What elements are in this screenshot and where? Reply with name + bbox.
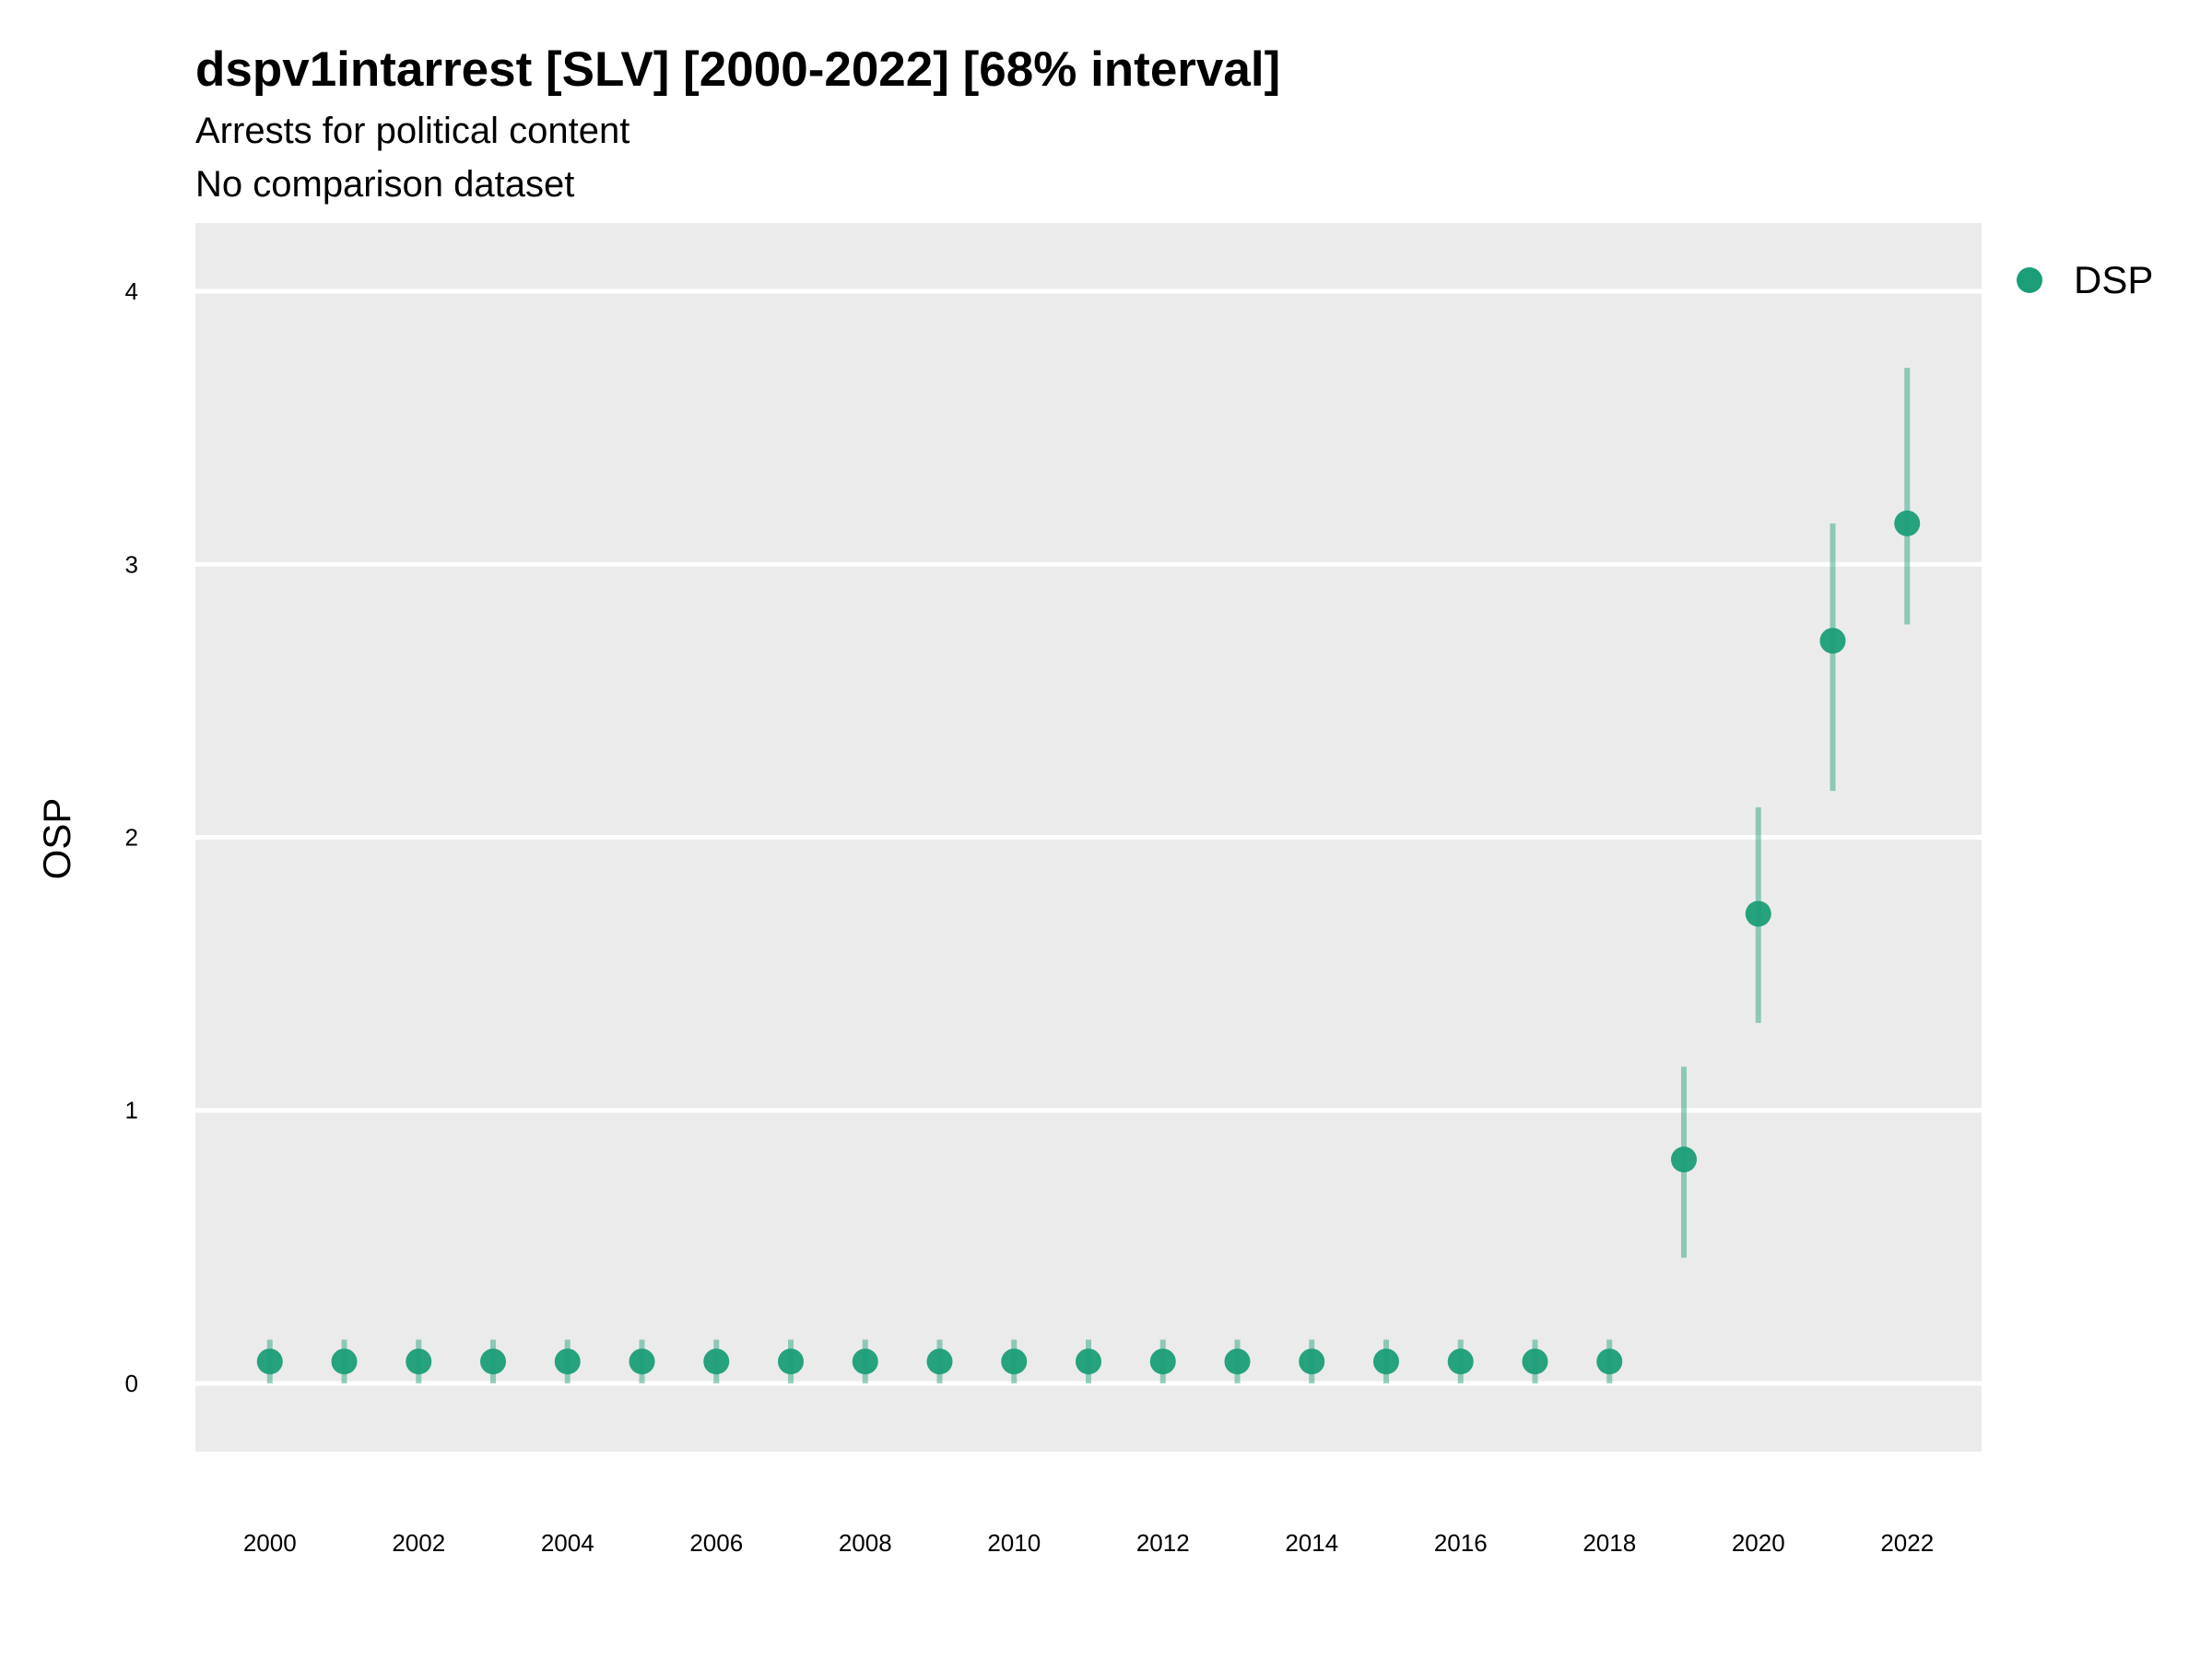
data-point [1299, 1348, 1325, 1375]
data-point [703, 1348, 730, 1375]
data-point [1819, 628, 1846, 654]
x-tick-label: 2000 [243, 1529, 297, 1557]
y-axis-label: OSP [35, 798, 78, 880]
x-tick-label: 2008 [839, 1529, 892, 1557]
y-tick-label: 2 [125, 824, 138, 852]
data-point [1373, 1348, 1399, 1375]
data-point [852, 1348, 878, 1375]
data-point [331, 1348, 358, 1375]
chart-subtitle-comparison: No comparison dataset [195, 164, 574, 205]
grid-lines [195, 288, 1982, 1386]
x-tick-label: 2020 [1732, 1529, 1785, 1557]
chart-title: dspv1intarrest [SLV] [2000-2022] [68% in… [195, 42, 1280, 97]
data-point [629, 1348, 655, 1375]
x-tick-label: 2014 [1285, 1529, 1338, 1557]
data-point [1001, 1348, 1028, 1375]
x-tick-label: 2006 [689, 1529, 743, 1557]
y-tick-label: 1 [125, 1097, 138, 1124]
data-point [1076, 1348, 1101, 1375]
data-point [480, 1348, 506, 1375]
data-point [1447, 1348, 1474, 1375]
data-point [1671, 1147, 1697, 1173]
data-point [1894, 510, 1921, 536]
data-points [256, 510, 1921, 1375]
data-point [1149, 1348, 1176, 1375]
y-tick-label: 3 [125, 550, 138, 578]
data-point [554, 1348, 581, 1375]
data-point [256, 1348, 283, 1375]
data-point [778, 1348, 804, 1375]
x-tick-label: 2018 [1583, 1529, 1636, 1557]
legend-label: DSP [2074, 258, 2153, 301]
x-axis-ticks: 2000 2002 2004 2006 2008 2010 2012 2014 2016 2018… [243, 1529, 1934, 1557]
data-point [1224, 1348, 1251, 1375]
legend: DSP [2017, 258, 2153, 301]
legend-marker [2017, 267, 2042, 293]
x-tick-label: 2016 [1434, 1529, 1488, 1557]
data-point [1522, 1348, 1548, 1375]
data-point [926, 1348, 953, 1375]
x-tick-label: 2012 [1136, 1529, 1190, 1557]
data-point [1745, 900, 1771, 927]
x-tick-label: 2022 [1880, 1529, 1934, 1557]
x-tick-label: 2002 [392, 1529, 445, 1557]
data-point [406, 1348, 432, 1375]
x-tick-label: 2004 [541, 1529, 594, 1557]
data-point [1596, 1348, 1623, 1375]
chart-subtitle: Arrests for political content [195, 111, 629, 151]
x-tick-label: 2010 [987, 1529, 1041, 1557]
y-axis-ticks: 0 1 2 3 4 [125, 277, 138, 1397]
y-tick-label: 0 [125, 1370, 138, 1397]
y-tick-label: 4 [125, 277, 138, 305]
